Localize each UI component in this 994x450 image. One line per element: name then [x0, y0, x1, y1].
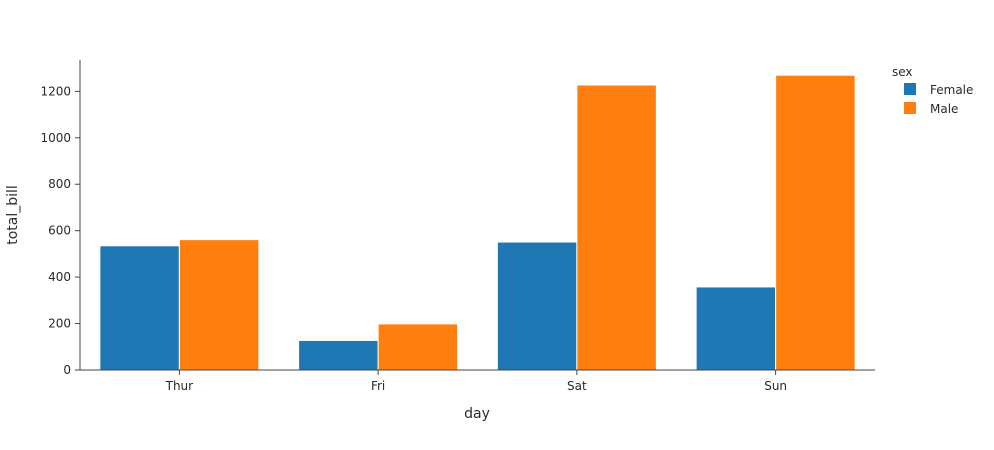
- y-axis-ticks: 0 200 400 600 800 1000 1200: [40, 84, 80, 377]
- y-axis-title: total_bill: [5, 185, 21, 245]
- legend-title: sex: [892, 65, 913, 79]
- x-tick-label: Sat: [567, 379, 587, 393]
- y-tick-label: 1000: [40, 131, 71, 145]
- bar-male-thur[interactable]: [178, 239, 260, 371]
- y-tick-label: 0: [63, 363, 71, 377]
- bar-female-sat[interactable]: [496, 241, 578, 371]
- bar-female-sun[interactable]: [695, 286, 777, 371]
- bar-female-fri[interactable]: [298, 339, 379, 371]
- x-tick-label: Thur: [165, 379, 194, 393]
- legend-label-male[interactable]: Male: [930, 102, 958, 116]
- y-tick-label: 600: [48, 224, 71, 238]
- legend[interactable]: sex Female Male: [892, 65, 973, 116]
- y-tick-label: 1200: [40, 84, 71, 98]
- y-tick-label: 800: [48, 177, 71, 191]
- bar-female-thur[interactable]: [99, 245, 180, 371]
- bar-male-fri[interactable]: [377, 323, 459, 371]
- x-axis-title: day: [464, 406, 490, 422]
- y-tick-label: 200: [48, 317, 71, 331]
- bar-male-sat[interactable]: [576, 84, 657, 371]
- x-tick-label: Fri: [371, 379, 385, 393]
- bar-male-sun[interactable]: [775, 74, 856, 371]
- legend-swatch-female[interactable]: [904, 83, 916, 95]
- plot-area: [99, 74, 856, 371]
- legend-swatch-male[interactable]: [904, 102, 916, 114]
- legend-label-female[interactable]: Female: [930, 83, 973, 97]
- x-tick-label: Sun: [764, 379, 787, 393]
- x-axis-ticks: Thur Fri Sat Sun: [165, 370, 787, 393]
- y-tick-label: 400: [48, 270, 71, 284]
